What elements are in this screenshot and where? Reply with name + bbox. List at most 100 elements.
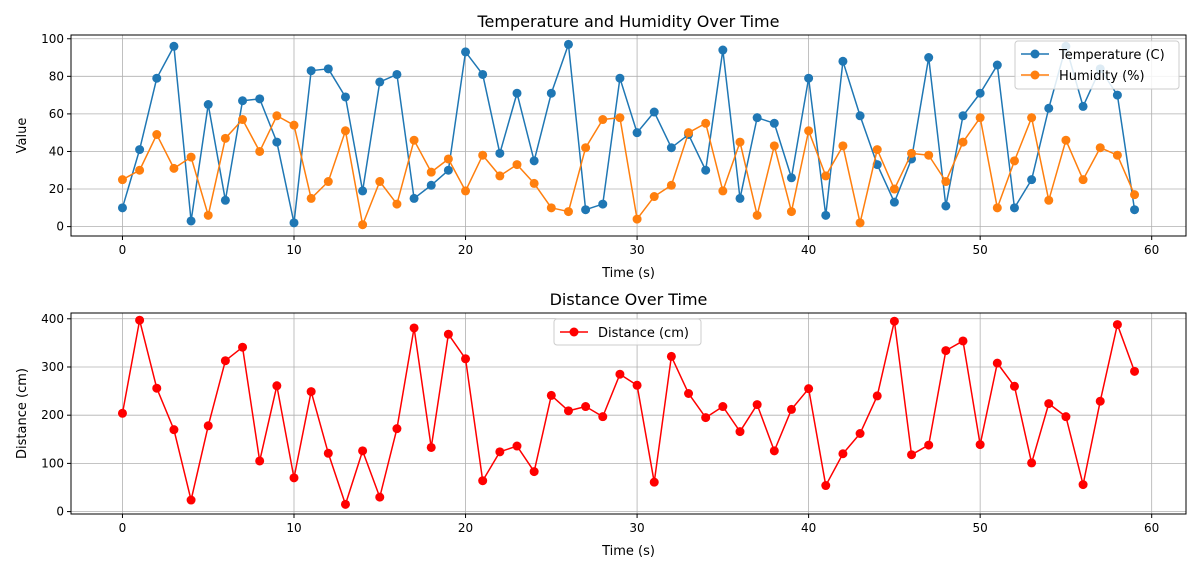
data-point (169, 425, 179, 435)
data-point (992, 203, 1002, 213)
data-point (1027, 175, 1037, 185)
data-point (289, 218, 299, 228)
data-point (924, 53, 934, 63)
data-point (443, 154, 453, 164)
data-point (872, 145, 882, 155)
y-tick-label: 200 (41, 408, 64, 422)
data-point (872, 391, 882, 401)
data-point (563, 406, 573, 416)
data-point (838, 56, 848, 66)
legend: Distance (cm) (553, 318, 702, 346)
data-point (752, 113, 762, 123)
data-point (409, 135, 419, 145)
data-point (546, 390, 556, 400)
data-point (512, 441, 522, 451)
x-tick-label: 40 (801, 243, 816, 257)
data-point (238, 342, 248, 352)
data-point (203, 421, 213, 431)
data-point (958, 137, 968, 147)
data-point (769, 141, 779, 151)
x-tick-label: 10 (286, 243, 301, 257)
data-point (1112, 320, 1122, 330)
data-point (889, 184, 899, 194)
data-point (666, 351, 676, 361)
data-point (546, 88, 556, 98)
data-point (117, 408, 127, 418)
data-point (649, 477, 659, 487)
y-tick-label: 400 (41, 312, 64, 326)
axes-frame (70, 312, 1187, 515)
data-point (152, 383, 162, 393)
data-point (958, 336, 968, 346)
data-point (272, 111, 282, 121)
y-axis-label: Distance (cm) (15, 368, 30, 459)
data-point (838, 141, 848, 151)
data-point (529, 178, 539, 188)
data-point (255, 456, 265, 466)
y-tick-label: 100 (41, 456, 64, 470)
data-point (238, 115, 248, 125)
chart-title: Distance Over Time (550, 290, 708, 309)
data-point (975, 440, 985, 450)
data-point (1027, 113, 1037, 123)
data-point (426, 180, 436, 190)
data-point (495, 447, 505, 457)
data-point (186, 495, 196, 505)
data-point (495, 148, 505, 158)
data-point (598, 115, 608, 125)
data-point (255, 94, 265, 104)
data-point (598, 199, 608, 209)
y-tick-label: 80 (49, 69, 64, 83)
data-point (340, 499, 350, 509)
data-point (358, 446, 368, 456)
data-point (581, 402, 591, 412)
data-point (375, 492, 385, 502)
data-point (701, 165, 711, 175)
data-point (529, 156, 539, 166)
data-point (478, 476, 488, 486)
data-point (323, 177, 333, 187)
data-point (117, 175, 127, 185)
legend-marker (569, 327, 579, 337)
data-point (203, 210, 213, 220)
data-point (375, 77, 385, 87)
data-point (186, 152, 196, 162)
data-point (804, 73, 814, 83)
data-point (169, 163, 179, 173)
data-point (632, 380, 642, 390)
data-point (392, 199, 402, 209)
y-tick-label: 300 (41, 360, 64, 374)
x-tick-label: 30 (629, 521, 644, 535)
data-point (220, 133, 230, 143)
data-point (821, 210, 831, 220)
data-point (255, 146, 265, 156)
data-point (701, 118, 711, 128)
data-point (461, 47, 471, 57)
data-point (152, 130, 162, 140)
data-point (752, 400, 762, 410)
data-point (804, 126, 814, 136)
data-point (117, 203, 127, 213)
data-point (238, 96, 248, 106)
data-point (289, 120, 299, 130)
data-point (358, 220, 368, 230)
data-point (769, 118, 779, 128)
data-point (392, 424, 402, 434)
data-point (684, 388, 694, 398)
data-point (615, 113, 625, 123)
data-point (821, 171, 831, 181)
legend: Temperature (C) Humidity (%) (1014, 40, 1180, 90)
series-line (122, 115, 1136, 226)
data-point (306, 66, 316, 76)
data-point (1078, 480, 1088, 490)
series-line (121, 319, 1136, 506)
data-point (1130, 366, 1140, 376)
data-point (786, 173, 796, 183)
data-point (907, 148, 917, 158)
data-point (975, 88, 985, 98)
series-humidity (117, 111, 1140, 230)
data-point (220, 195, 230, 205)
data-point (666, 143, 676, 153)
legend-label: Distance (cm) (598, 326, 689, 341)
